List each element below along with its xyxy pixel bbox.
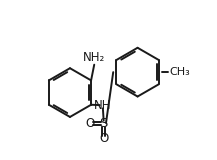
Text: S: S bbox=[99, 117, 108, 130]
Text: O: O bbox=[86, 117, 95, 130]
Text: O: O bbox=[99, 132, 108, 145]
Text: NH₂: NH₂ bbox=[83, 51, 105, 64]
Text: CH₃: CH₃ bbox=[170, 67, 191, 77]
Text: NH: NH bbox=[94, 99, 112, 112]
